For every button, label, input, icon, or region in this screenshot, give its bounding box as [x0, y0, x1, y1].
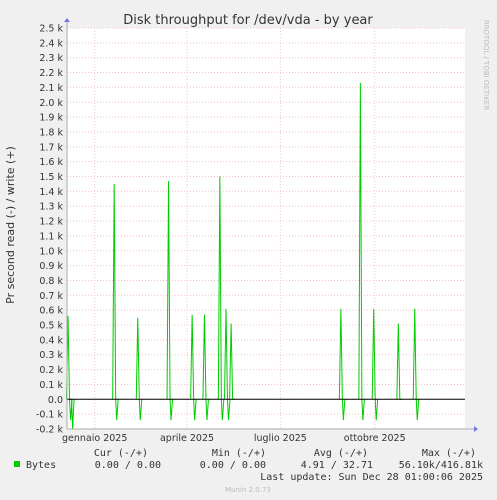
y-tick-label: 1.3 k: [39, 202, 63, 213]
legend-cur-bytes: 0.00 / 0.00: [95, 460, 161, 471]
plot-area: [67, 28, 465, 429]
chart-title: Disk throughput for /dev/vda - by year: [123, 13, 373, 28]
y-tick-label: 1.2 k: [39, 217, 63, 228]
legend-table: Cur (-/+) Min (-/+) Avg (-/+) Max (-/+) …: [14, 448, 483, 483]
x-tick-label: aprile 2025: [160, 433, 214, 444]
y-tick-label: -0.1 k: [36, 410, 64, 421]
legend-header-avg: Avg (-/+): [314, 448, 368, 459]
y-tick-label: 1.5 k: [39, 172, 63, 183]
y-tick-label: 1.9 k: [39, 113, 63, 124]
y-tick-label: 2.1 k: [39, 83, 63, 94]
last-update: Last update: Sun Dec 28 01:00:06 2025: [260, 472, 483, 483]
legend-header-cur: Cur (-/+): [94, 448, 148, 459]
x-tick-label: ottobre 2025: [344, 433, 406, 444]
legend-header-max: Max (-/+): [422, 448, 476, 459]
y-tick-label: 2.3 k: [39, 53, 63, 64]
y-tick-label: 0.2 k: [39, 365, 63, 376]
y-tick-label: 0.7 k: [39, 291, 63, 302]
x-axis-ticks: gennaio 2025 aprile 2025 luglio 2025 ottobr…: [62, 433, 406, 444]
munin-version: Munin 2.0.73: [225, 486, 271, 494]
y-tick-label: 2.2 k: [39, 68, 63, 79]
y-tick-label: 0.1 k: [39, 380, 63, 391]
y-axis-ticks: -0.2 k -0.1 k 0.0 0.1 k 0.2 k 0.3 k 0.4 k 0.5 k…: [36, 24, 64, 436]
y-tick-label: 0.8 k: [39, 276, 63, 287]
y-tick-label: 2.5 k: [39, 24, 63, 35]
legend-header-min: Min (-/+): [212, 448, 266, 459]
y-tick-label: 1.4 k: [39, 187, 63, 198]
y-tick-label: 1.1 k: [39, 231, 63, 242]
y-tick-label: 0.0: [48, 395, 63, 406]
x-axis-arrow: [474, 426, 478, 432]
y-tick-label: 0.4 k: [39, 335, 63, 346]
y-tick-label: -0.2 k: [36, 425, 64, 436]
legend-avg-bytes: 4.91 / 32.71: [301, 460, 373, 471]
x-tick-label: luglio 2025: [254, 433, 307, 444]
legend-swatch-bytes: [14, 461, 20, 467]
y-tick-label: 0.6 k: [39, 306, 63, 317]
legend-label-bytes: Bytes: [26, 460, 56, 471]
y-axis-arrow: [64, 18, 70, 22]
y-tick-label: 0.3 k: [39, 350, 63, 361]
rrdtool-credit: RRDTOOL / TOBI OETIKER: [482, 20, 490, 110]
y-axis-label: Pr second read (-) / write (+): [4, 146, 17, 304]
y-tick-label: 1.0 k: [39, 246, 63, 257]
y-tick-label: 1.7 k: [39, 142, 63, 153]
y-tick-label: 0.9 k: [39, 261, 63, 272]
y-tick-label: 2.0 k: [39, 98, 63, 109]
y-tick-label: 1.8 k: [39, 127, 63, 138]
grid-lines: [67, 27, 465, 430]
legend-min-bytes: 0.00 / 0.00: [200, 460, 266, 471]
legend-max-bytes: 56.10k/416.81k: [399, 460, 483, 471]
y-tick-label: 2.4 k: [39, 38, 63, 49]
y-tick-label: 0.5 k: [39, 321, 63, 332]
x-tick-label: gennaio 2025: [62, 433, 127, 444]
y-tick-label: 1.6 k: [39, 157, 63, 168]
